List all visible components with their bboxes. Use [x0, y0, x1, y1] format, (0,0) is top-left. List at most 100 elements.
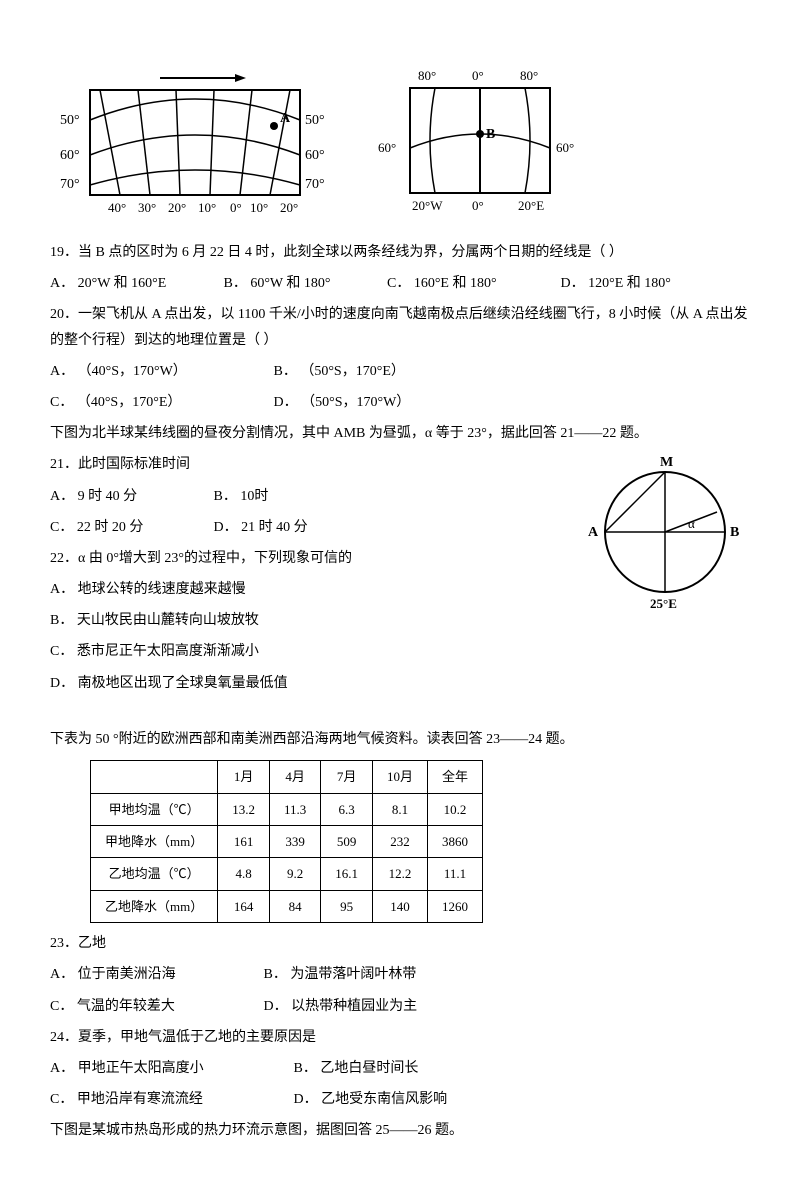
q21-text: 此时国际标准时间: [78, 457, 190, 472]
figure-map-1: A 50° 60° 70° 50° 60° 70° 40° 30° 20° 10…: [50, 60, 330, 220]
th-blank: [91, 761, 218, 793]
fig2-bot-0: 20°W: [412, 198, 443, 213]
cell: 6.3: [321, 793, 373, 825]
climate-table: 1月 4月 7月 10月 全年 甲地均温（℃） 13.2 11.3 6.3 8.…: [90, 760, 483, 923]
q24-num: 24．: [50, 1030, 78, 1045]
fig1-x-1: 30°: [138, 200, 156, 215]
cell: 1260: [428, 890, 483, 922]
cell: 乙地降水（mm）: [91, 890, 218, 922]
cell: 4.8: [218, 858, 270, 890]
q21-opt-a: A． 9 时 40 分: [50, 484, 210, 509]
cell: 509: [321, 825, 373, 857]
th-jan: 1月: [218, 761, 270, 793]
fig2-left: 60°: [378, 140, 396, 155]
fig2-point-b: B: [486, 127, 495, 142]
q21-opt-b: B． 10时: [214, 484, 269, 509]
fig1-left-70: 70°: [60, 177, 80, 192]
cell: 10.2: [428, 793, 483, 825]
q24-text: 夏季，甲地气温低于乙地的主要原因是: [78, 1030, 316, 1045]
cell: 12.2: [373, 858, 428, 890]
fig1-right-60: 60°: [305, 148, 325, 163]
q19-options: A． 20°W 和 160°E B． 60°W 和 180° C． 160°E …: [50, 271, 750, 296]
fig2-bot-2: 20°E: [518, 198, 544, 213]
q23-opt-d: D． 以热带种植园业为主: [264, 994, 418, 1019]
q21-num: 21．: [50, 457, 78, 472]
q24-options-row1: A． 甲地正午太阳高度小 B． 乙地白昼时间长: [50, 1056, 750, 1081]
cell: 232: [373, 825, 428, 857]
fig2-right: 60°: [556, 140, 574, 155]
cell: 9.2: [269, 858, 320, 890]
th-oct: 10月: [373, 761, 428, 793]
q20-text: 一架飞机从 A 点出发，以 1100 千米/小时的速度向南飞越南极点后继续沿经线…: [50, 307, 748, 347]
cell: 164: [218, 890, 270, 922]
q20-opt-a: A． （40°S，170°W）: [50, 359, 270, 384]
cell: 140: [373, 890, 428, 922]
cell: 16.1: [321, 858, 373, 890]
cell: 乙地均温（℃）: [91, 858, 218, 890]
fig3-M: M: [660, 455, 673, 470]
q20-options-row1: A． （40°S，170°W） B． （50°S，170°E）: [50, 359, 750, 384]
fig2-top-1: 0°: [472, 68, 484, 83]
q19-text: 当 B 点的区时为 6 月 22 日 4 时，此刻全球以两条经线为界，分属两个日…: [78, 245, 623, 260]
cell: 339: [269, 825, 320, 857]
question-19: 19．当 B 点的区时为 6 月 22 日 4 时，此刻全球以两条经线为界，分属…: [50, 240, 750, 265]
cell: 3860: [428, 825, 483, 857]
table-row: 甲地降水（mm） 161 339 509 232 3860: [91, 825, 483, 857]
q24-opt-a: A． 甲地正午太阳高度小: [50, 1056, 290, 1081]
q24-options-row2: C． 甲地沿岸有寒流流经 D． 乙地受东南信风影响: [50, 1087, 750, 1112]
fig1-point-a: A: [280, 111, 291, 126]
fig1-x-5: 10°: [250, 200, 268, 215]
q24-opt-b: B． 乙地白昼时间长: [294, 1056, 419, 1081]
q20-opt-b: B． （50°S，170°E）: [274, 359, 405, 384]
fig1-left-60: 60°: [60, 148, 80, 163]
th-jul: 7月: [321, 761, 373, 793]
q19-opt-a: A． 20°W 和 160°E: [50, 271, 220, 296]
q22-opt-d: D． 南极地区出现了全球臭氧量最低值: [50, 671, 750, 696]
q20-opt-c: C． （40°S，170°E）: [50, 390, 270, 415]
fig1-right-50: 50°: [305, 113, 325, 128]
intro-21-22: 下图为北半球某纬线圈的昼夜分割情况，其中 AMB 为昼弧，α 等于 23°，据此…: [50, 421, 750, 446]
figure-circle: α M A B 25°E: [580, 452, 750, 612]
cell: 甲地降水（mm）: [91, 825, 218, 857]
cell: 161: [218, 825, 270, 857]
fig3-A: A: [588, 525, 599, 540]
fig1-x-4: 0°: [230, 200, 242, 215]
q21-opt-c: C． 22 时 20 分: [50, 515, 210, 540]
fig1-right-70: 70°: [305, 177, 325, 192]
fig1-x-0: 40°: [108, 200, 126, 215]
fig2-top-0: 80°: [418, 68, 436, 83]
table-row: 甲地均温（℃） 13.2 11.3 6.3 8.1 10.2: [91, 793, 483, 825]
cell: 95: [321, 890, 373, 922]
outro-25-26: 下图是某城市热岛形成的热力环流示意图，据图回答 25——26 题。: [50, 1118, 750, 1143]
q20-num: 20．: [50, 307, 78, 322]
q23-opt-a: A． 位于南美洲沿海: [50, 962, 260, 987]
q24-opt-d: D． 乙地受东南信风影响: [294, 1087, 448, 1112]
q23-opt-b: B． 为温带落叶阔叶林带: [264, 962, 417, 987]
table-header-row: 1月 4月 7月 10月 全年: [91, 761, 483, 793]
question-20: 20．一架飞机从 A 点出发，以 1100 千米/小时的速度向南飞越南极点后继续…: [50, 302, 750, 352]
fig2-top-2: 80°: [520, 68, 538, 83]
fig1-x-2: 20°: [168, 200, 186, 215]
q21-opt-d: D． 21 时 40 分: [214, 515, 308, 540]
q19-opt-b: B． 60°W 和 180°: [224, 271, 384, 296]
table-row: 乙地降水（mm） 164 84 95 140 1260: [91, 890, 483, 922]
q20-opt-d: D． （50°S，170°W）: [274, 390, 411, 415]
q23-opt-c: C． 气温的年较差大: [50, 994, 260, 1019]
intro-23-24: 下表为 50 °附近的欧洲西部和南美洲西部沿海两地气候资料。读表回答 23——2…: [50, 727, 750, 752]
th-apr: 4月: [269, 761, 320, 793]
q24-opt-c: C． 甲地沿岸有寒流流经: [50, 1087, 290, 1112]
q23-num: 23．: [50, 936, 78, 951]
q19-opt-c: C． 160°E 和 180°: [387, 271, 557, 296]
fig1-left-50: 50°: [60, 113, 80, 128]
th-year: 全年: [428, 761, 483, 793]
q22-text: α 由 0°增大到 23°的过程中，下列现象可信的: [78, 551, 352, 566]
fig1-x-6: 20°: [280, 200, 298, 215]
q19-opt-d: D． 120°E 和 180°: [561, 271, 671, 296]
table-row: 乙地均温（℃） 4.8 9.2 16.1 12.2 11.1: [91, 858, 483, 890]
q23-options-row2: C． 气温的年较差大 D． 以热带种植园业为主: [50, 994, 750, 1019]
q22-opt-c: C． 悉市尼正午太阳高度渐渐减小: [50, 639, 750, 664]
cell: 11.3: [269, 793, 320, 825]
fig2-bot-1: 0°: [472, 198, 484, 213]
cell: 84: [269, 890, 320, 922]
figure-map-2: B 80° 0° 80° 60° 60° 20°W 0° 20°E: [370, 60, 590, 220]
